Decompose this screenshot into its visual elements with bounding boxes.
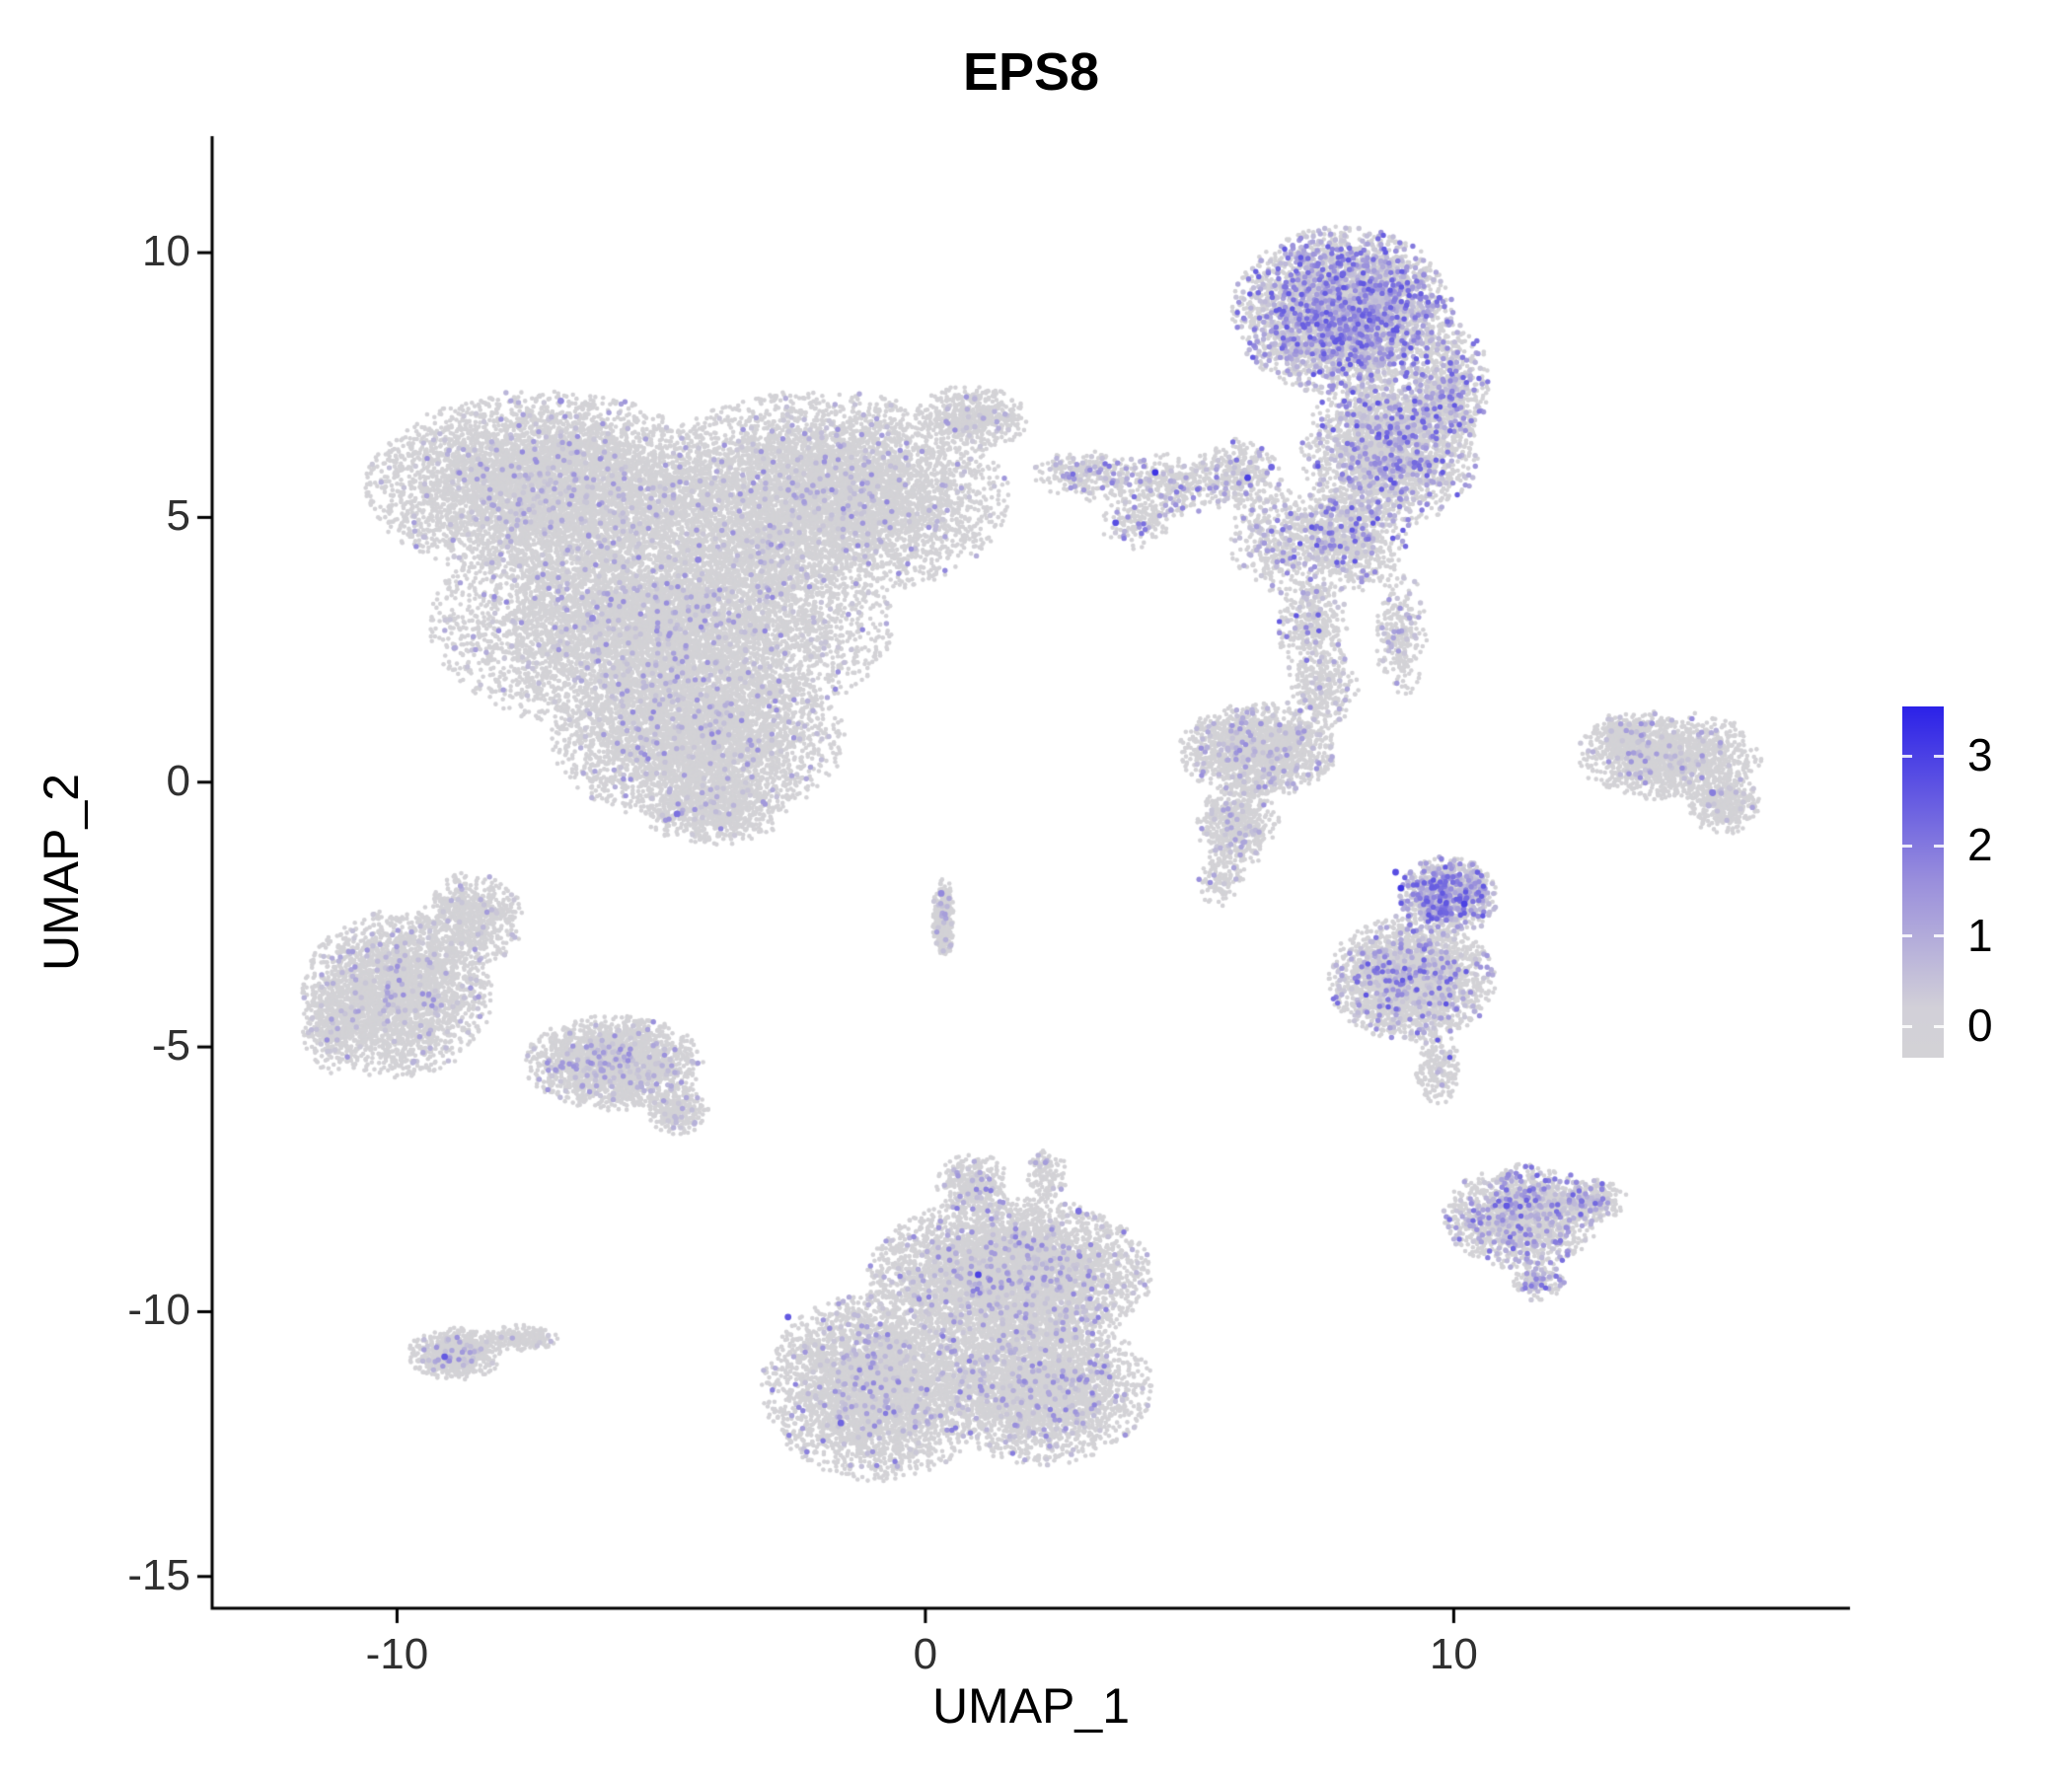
x-axis-title: UMAP_1 (931, 1678, 1131, 1734)
legend-tick-label: 0 (1967, 999, 1993, 1052)
x-tick-label: 10 (1429, 1630, 1478, 1678)
y-tick-label: -5 (151, 1021, 190, 1071)
legend-tick-mark (1902, 754, 1912, 758)
x-tick-label: 0 (913, 1630, 938, 1678)
legend-tick-label: 2 (1967, 819, 1993, 871)
legend-tick-mark (1902, 1024, 1912, 1028)
legend-tick-mark (1934, 844, 1944, 848)
legend-tick-label: 1 (1967, 909, 1993, 961)
legend-tick-mark (1934, 754, 1944, 758)
y-tick-label: -15 (127, 1550, 190, 1599)
legend-tick-mark (1902, 934, 1912, 938)
legend-gradient-bar (1902, 706, 1944, 1058)
legend-tick-mark (1934, 1024, 1944, 1028)
y-tick-label: -10 (127, 1286, 190, 1335)
legend-tick-label: 3 (1967, 729, 1993, 781)
y-tick-label: 5 (166, 491, 190, 541)
legend-tick-mark (1934, 934, 1944, 938)
legend-tick-mark (1902, 844, 1912, 848)
y-tick-label: 0 (166, 756, 190, 805)
x-tick-label: -10 (365, 1630, 429, 1678)
chart-title: EPS8 (962, 42, 1100, 102)
y-tick-label: 10 (142, 227, 190, 276)
